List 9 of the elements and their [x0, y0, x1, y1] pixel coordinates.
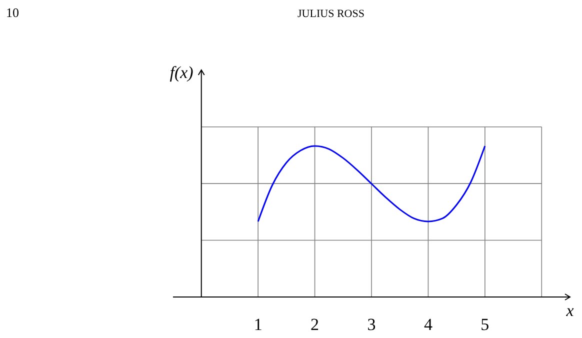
- x-axis-title: x: [565, 301, 574, 320]
- x-tick-label: 3: [367, 315, 376, 334]
- y-axis-title: f(x): [170, 63, 194, 82]
- text: 10: [6, 5, 19, 20]
- text: JULIUS ROSS: [298, 8, 364, 20]
- x-tick-label: 5: [480, 315, 490, 334]
- x-tick-label: 2: [310, 315, 320, 334]
- x-tick-label: 4: [424, 315, 433, 334]
- x-tick-label: 1: [254, 315, 262, 334]
